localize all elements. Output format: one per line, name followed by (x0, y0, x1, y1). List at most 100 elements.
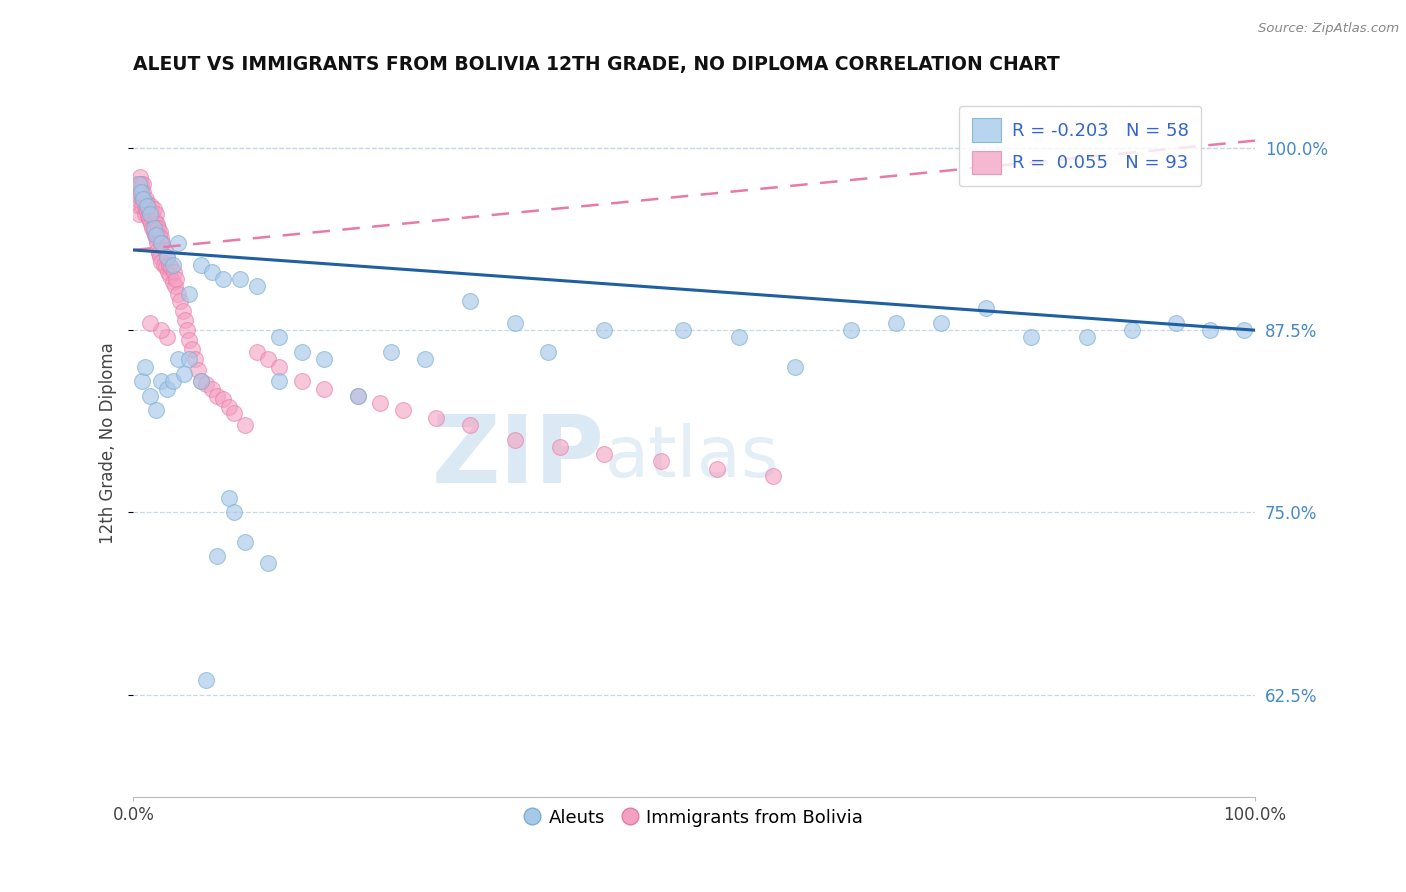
Point (165, 272, 187, 286)
Point (672, 323, 695, 337)
Text: Source: ZipAtlas.com: Source: ZipAtlas.com (1258, 22, 1399, 36)
Point (131, 199, 153, 213)
Point (180, 342, 202, 356)
Point (139, 316, 162, 330)
Point (650, 454, 672, 468)
Point (1233, 323, 1256, 337)
Point (160, 260, 183, 275)
Point (139, 206, 162, 220)
Point (195, 673, 218, 687)
Point (132, 178, 155, 192)
Point (380, 345, 402, 359)
Point (150, 235, 173, 250)
Point (312, 382, 335, 396)
Point (138, 202, 160, 216)
Point (139, 206, 162, 220)
Point (184, 352, 207, 367)
Point (391, 403, 413, 417)
Point (503, 316, 526, 330)
Point (413, 352, 436, 367)
Point (207, 389, 229, 403)
Point (156, 330, 179, 344)
Point (139, 214, 162, 228)
Point (368, 396, 391, 410)
Point (1199, 323, 1222, 337)
Point (163, 279, 186, 293)
Point (162, 258, 184, 272)
Point (155, 260, 177, 275)
Point (131, 374, 153, 388)
Point (269, 374, 291, 388)
Point (148, 228, 170, 243)
Point (235, 417, 257, 432)
Point (503, 433, 526, 447)
Point (135, 196, 157, 211)
Point (167, 352, 190, 367)
Text: atlas: atlas (605, 423, 779, 491)
Point (134, 359, 156, 374)
Point (128, 206, 150, 220)
Point (153, 243, 176, 257)
Point (762, 469, 785, 483)
Point (346, 389, 368, 403)
Point (346, 389, 368, 403)
Point (142, 226, 165, 240)
Point (458, 293, 481, 308)
Point (218, 401, 240, 415)
Point (179, 286, 201, 301)
Point (706, 461, 728, 475)
Point (269, 359, 291, 374)
Point (152, 235, 174, 250)
Point (179, 352, 201, 367)
Point (593, 447, 616, 461)
Point (141, 221, 163, 235)
Point (145, 206, 167, 220)
Point (974, 301, 997, 316)
Point (167, 235, 190, 250)
Point (201, 382, 224, 396)
Point (146, 243, 169, 257)
Point (138, 211, 160, 225)
Point (157, 265, 180, 279)
Point (212, 392, 235, 406)
Point (143, 228, 166, 243)
Point (129, 178, 152, 192)
Point (150, 231, 173, 245)
Point (129, 185, 152, 199)
Point (884, 316, 907, 330)
Point (128, 178, 150, 192)
Point (142, 202, 165, 216)
Point (224, 406, 246, 420)
Point (172, 304, 194, 318)
Point (159, 269, 181, 284)
Point (174, 313, 197, 327)
Point (190, 374, 212, 388)
Point (224, 505, 246, 519)
Point (190, 374, 212, 388)
Point (728, 330, 751, 344)
Point (201, 265, 224, 279)
Point (176, 323, 198, 337)
Point (162, 275, 184, 289)
Point (141, 217, 163, 231)
Point (146, 221, 169, 235)
Point (169, 293, 191, 308)
Point (246, 279, 269, 293)
Text: ZIP: ZIP (432, 411, 605, 503)
Point (135, 202, 157, 216)
Point (537, 345, 560, 359)
Point (163, 265, 186, 279)
Point (1076, 330, 1098, 344)
Point (132, 185, 155, 199)
Point (129, 170, 152, 185)
Point (290, 374, 312, 388)
Point (162, 374, 184, 388)
Point (145, 228, 167, 243)
Point (141, 199, 163, 213)
Point (229, 272, 252, 286)
Point (1166, 316, 1188, 330)
Point (152, 258, 174, 272)
Point (149, 250, 172, 264)
Y-axis label: 12th Grade, No Diploma: 12th Grade, No Diploma (100, 343, 117, 544)
Point (257, 352, 280, 367)
